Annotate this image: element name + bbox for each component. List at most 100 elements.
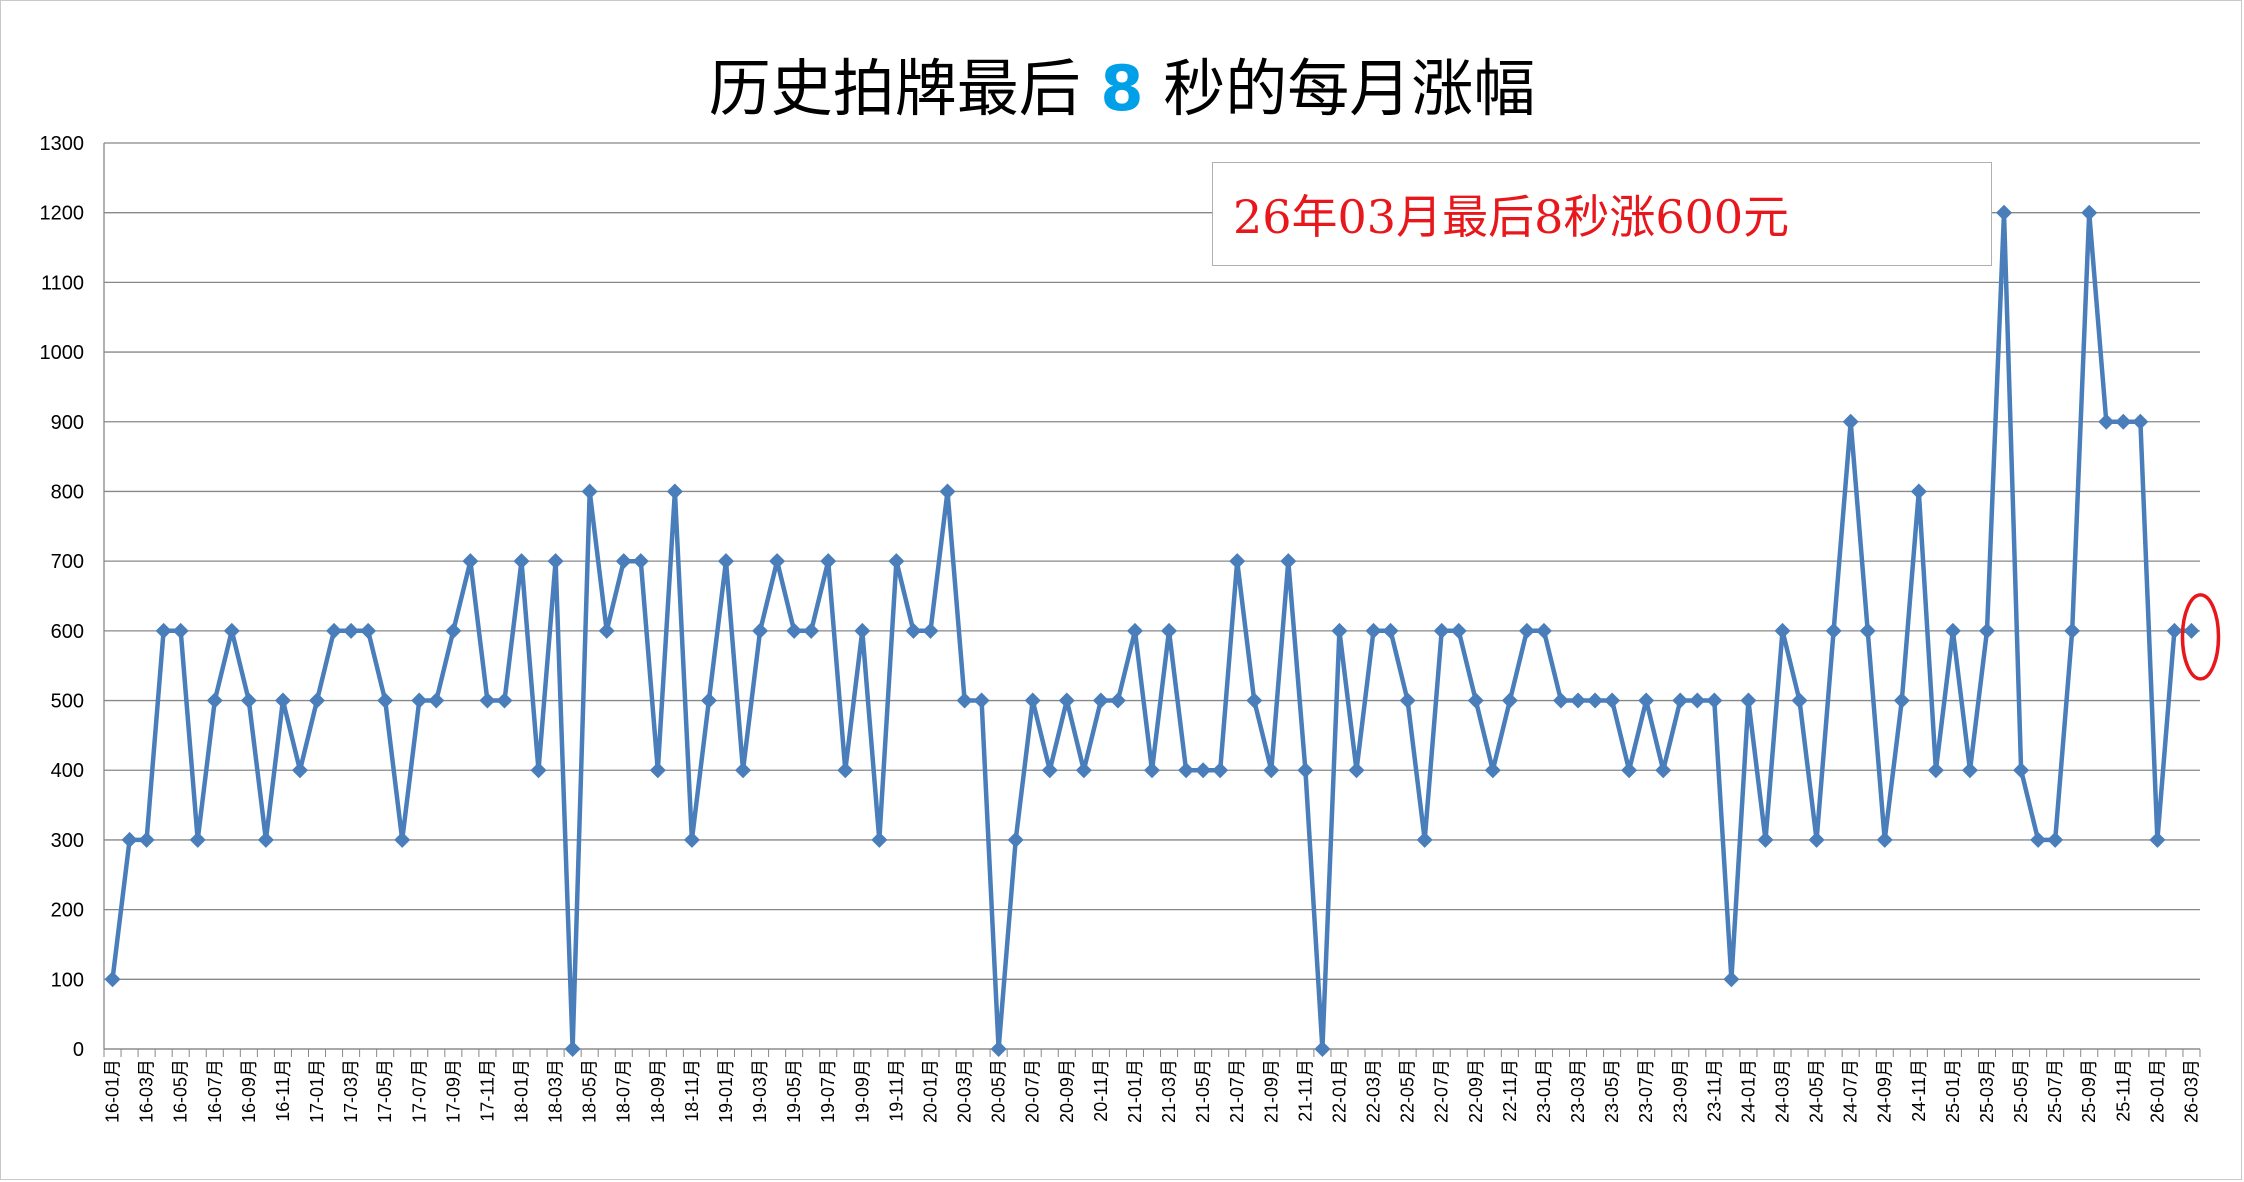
data-point [326,622,343,639]
x-tick-label: 23-01月 [1534,1059,1554,1123]
x-tick-label: 25-11月 [2113,1059,2133,1122]
data-point [496,692,513,709]
y-tick-label: 400 [51,760,84,782]
data-point [2166,622,2183,639]
x-tick-label: 21-01月 [1125,1059,1145,1123]
x-tick-label: 22-05月 [1398,1059,1418,1123]
y-tick-label: 200 [51,900,84,922]
x-tick-label: 19-07月 [818,1059,838,1123]
x-tick-label: 18-05月 [580,1059,600,1123]
data-point [871,831,888,848]
data-point [1433,622,1450,639]
x-tick-label: 23-09月 [1670,1059,1690,1123]
title-suffix: 秒的每月涨幅 [1163,52,1536,125]
data-point [1791,692,1808,709]
data-point [547,553,564,570]
x-tick-label: 18-07月 [614,1059,634,1123]
data-point [598,622,615,639]
data-point [666,483,683,500]
data-point [1144,762,1160,779]
x-tick-label: 24-01月 [1738,1059,1758,1123]
chart-title: 历史拍牌最后 8 秒的每月涨幅 [0,38,2244,128]
data-point [1876,831,1893,848]
data-point [104,971,121,988]
y-tick-label: 1300 [40,133,85,155]
data-point [1961,762,1978,779]
y-tick-label: 600 [51,621,84,643]
data-point [394,831,411,848]
x-tick-label: 20-05月 [989,1059,1009,1123]
data-point [1195,762,1212,779]
data-point [428,692,445,709]
data-point [837,762,854,779]
data-point [1092,692,1109,709]
x-tick-label: 19-11月 [886,1059,906,1122]
highlight-ellipse [2180,593,2221,681]
x-tick-label: 17-07月 [409,1059,429,1123]
data-point [990,1041,1007,1057]
data-point [1212,762,1229,779]
data-point [1757,831,1774,848]
data-point [309,692,326,709]
x-tick-label: 23-11月 [1704,1059,1724,1122]
y-tick-label: 0 [73,1039,84,1061]
x-tick-label: 16-09月 [239,1059,259,1123]
data-point [1161,622,1178,639]
x-tick-label: 17-03月 [341,1059,361,1123]
data-point [649,762,666,779]
annotation-text: 26年03月最后8秒涨600元 [1233,190,1790,244]
x-tick-label: 18-03月 [546,1059,566,1123]
x-tick-label: 25-03月 [1977,1059,1997,1123]
x-tick-label: 19-09月 [852,1059,872,1123]
data-point [1399,692,1416,709]
data-point [377,692,394,709]
data-point [1570,692,1587,709]
y-tick-label: 1000 [40,342,85,364]
data-point [206,692,223,709]
data-point [735,762,752,779]
x-tick-label: 20-09月 [1057,1059,1077,1123]
data-point [1944,622,1961,639]
x-tick-label: 25-07月 [2045,1059,2065,1123]
data-point [121,831,138,848]
data-point [1484,762,1501,779]
data-point [1587,692,1604,709]
data-point [1263,762,1280,779]
data-point [1348,762,1365,779]
data-point [1859,622,1876,639]
data-point [411,692,428,709]
data-point [1178,762,1195,779]
x-tick-label: 24-07月 [1841,1059,1861,1123]
data-point [820,553,837,570]
y-tick-label: 300 [51,830,84,852]
data-point [1535,622,1552,639]
data-point [1246,692,1263,709]
data-point [632,553,649,570]
data-point [172,622,189,639]
data-point [1706,692,1723,709]
x-tick-label: 24-09月 [1875,1059,1895,1123]
x-tick-label: 26-01月 [2147,1059,2167,1123]
data-point [1842,413,1859,430]
x-tick-label: 16-05月 [171,1059,191,1123]
x-tick-label: 16-11月 [273,1059,293,1122]
x-tick-label: 23-07月 [1636,1059,1656,1123]
y-tick-label: 900 [51,412,84,434]
data-point [939,483,956,500]
data-point [1638,692,1655,709]
x-tick-label: 18-01月 [511,1059,531,1123]
x-tick-label: 16-01月 [103,1059,123,1123]
data-point [1910,483,1927,500]
x-tick-label: 22-03月 [1364,1059,1384,1123]
x-tick-label: 24-03月 [1773,1059,1793,1123]
y-tick-label: 100 [51,969,84,991]
data-point [223,622,240,639]
data-point [1655,762,1672,779]
data-point [717,553,734,570]
data-point [1007,831,1024,848]
data-point [530,762,547,779]
x-tick-label: 17-11月 [477,1059,497,1122]
x-tick-label: 22-07月 [1432,1059,1452,1123]
data-point [1501,692,1518,709]
x-tick-label: 18-11月 [682,1059,702,1122]
